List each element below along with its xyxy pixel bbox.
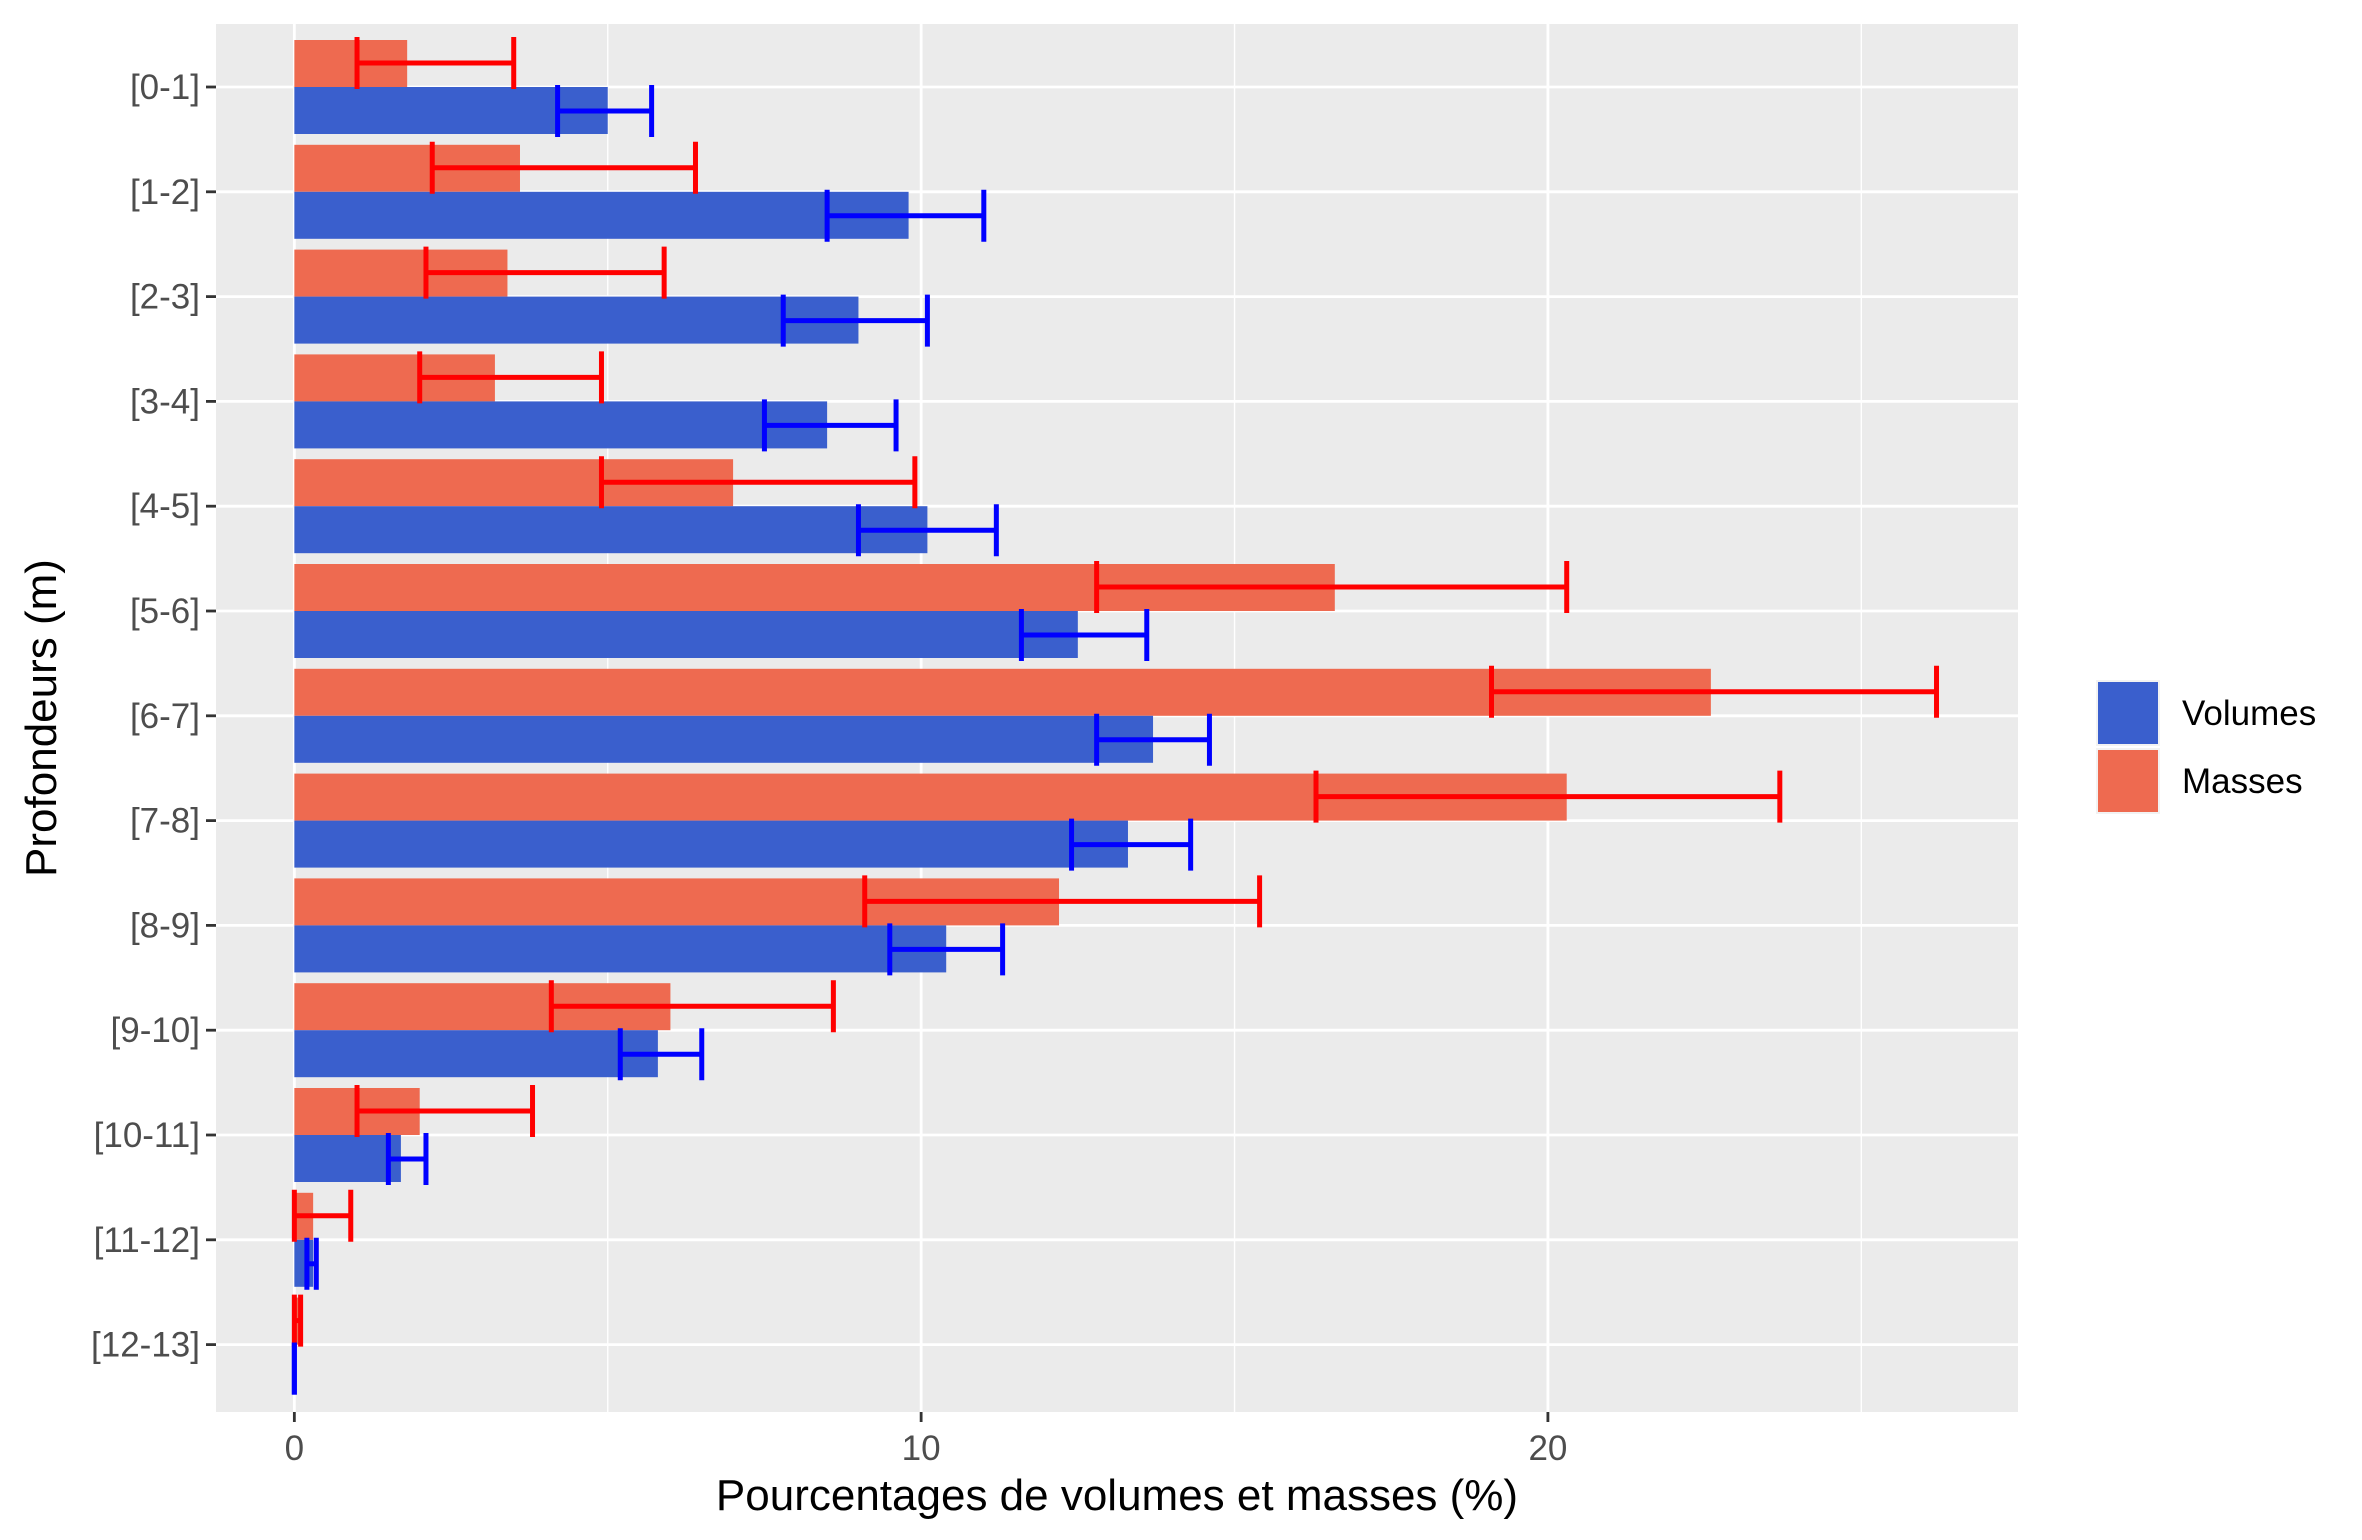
volumes-bar [294, 715, 1154, 763]
volumes-bar [294, 1135, 401, 1182]
volumes-bar [294, 820, 1128, 868]
legend: Volumes Masses [2096, 680, 2316, 814]
y-tick-label: [0-1] [130, 68, 200, 107]
error-bars [291, 37, 1940, 1395]
volumes-bar [294, 191, 909, 239]
y-tick-label: [5-6] [130, 592, 200, 631]
bars [294, 40, 1711, 1345]
y-tick-label: [11-12] [94, 1221, 200, 1260]
y-tick-label: [12-13] [91, 1326, 200, 1365]
x-tick-label: 0 [285, 1429, 304, 1468]
legend-key-volumes [2098, 682, 2158, 744]
y-tick-label: [10-11] [94, 1116, 200, 1155]
y-tick-label: [4-5] [130, 487, 200, 526]
volumes-bar [294, 1030, 658, 1078]
y-tick-label: [6-7] [130, 697, 200, 736]
y-tick-label: [2-3] [130, 278, 200, 317]
y-tick-label: [8-9] [130, 906, 200, 945]
y-axis: [0-1] [1-2] [2-3] [3-4] [4-5] [5-6] [6-7] [7-8]… [91, 68, 216, 1365]
masses-bar [294, 668, 1711, 716]
y-tick-label: [9-10] [111, 1011, 201, 1050]
volumes-bar [294, 506, 928, 554]
y-tick-label: [1-2] [130, 173, 200, 212]
x-tick-label: 20 [1528, 1429, 1567, 1468]
x-axis-title: Pourcentages de volumes et masses (%) [716, 1471, 1518, 1520]
x-tick-label: 10 [902, 1429, 941, 1468]
x-axis: 0 10 20 [285, 1412, 1567, 1468]
volumes-bar [294, 611, 1078, 658]
legend-label-masses: Masses [2182, 762, 2303, 801]
volumes-bar [294, 401, 828, 449]
legend-key-masses [2098, 750, 2158, 812]
legend-label-volumes: Volumes [2182, 694, 2316, 733]
y-tick-label: [3-4] [130, 382, 200, 421]
volumes-bar [294, 296, 859, 344]
y-tick-label: [7-8] [130, 802, 200, 841]
volumes-bar [294, 925, 947, 973]
y-axis-title: Profondeurs (m) [17, 559, 66, 877]
